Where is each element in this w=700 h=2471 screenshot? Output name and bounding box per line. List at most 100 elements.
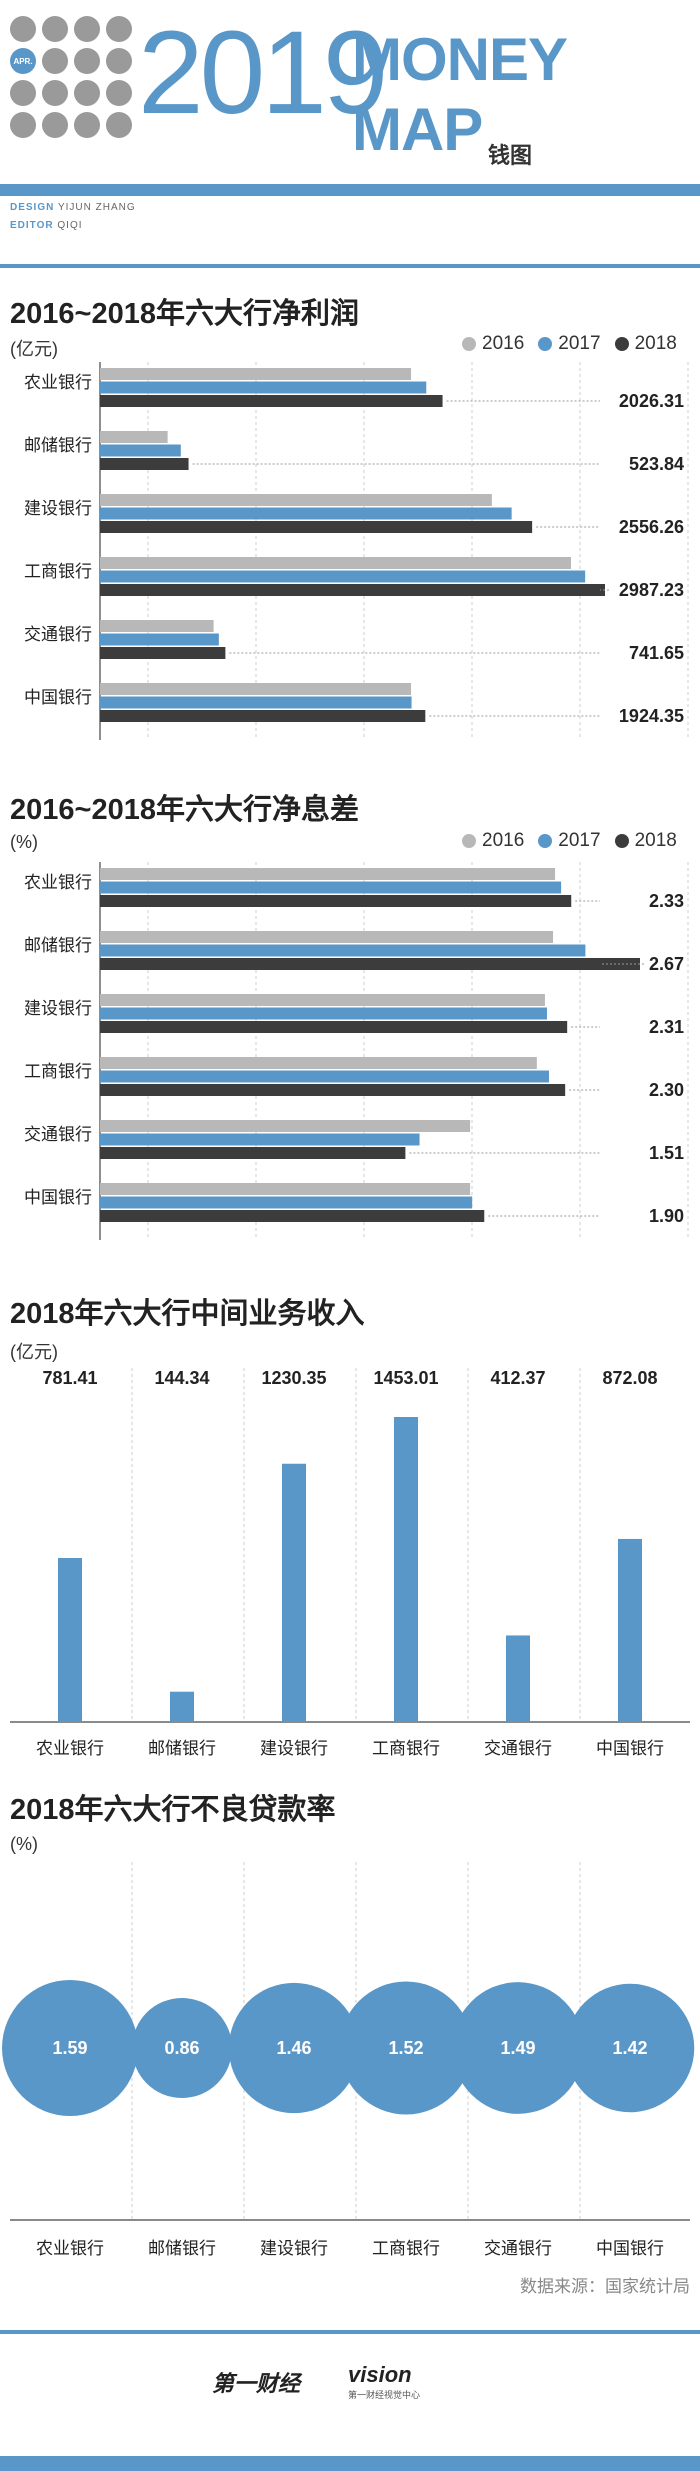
bubble: [228, 1982, 360, 2114]
chart3-title: 2018年六大行中间业务收入: [10, 1298, 365, 1330]
value-label: 0.86: [164, 2038, 199, 2058]
chart4-title: 2018年六大行不良贷款率: [10, 1794, 336, 1826]
bubble: [131, 1997, 233, 2099]
category-label: 工商银行: [24, 1062, 92, 1081]
chart3-unit: (亿元): [10, 1342, 58, 1362]
chart2-plot: 农业银行 2.33 邮储银行 2.67 建设银行 2.31 工商银行 2.30 交通银行 1.51…: [24, 862, 689, 1240]
bar-2017: [100, 1007, 547, 1020]
header-band: [0, 184, 700, 196]
bar-2018: [100, 1147, 406, 1159]
value-label: 1.59: [52, 2038, 87, 2058]
bar-2018: [100, 895, 572, 907]
value-label: 1.90: [649, 1206, 684, 1226]
value-label: 412.37: [490, 1368, 545, 1388]
bar-2018: [100, 458, 189, 470]
value-label: 1.46: [276, 2038, 311, 2058]
bar-2017: [100, 1133, 420, 1146]
legend-dot-2016: [462, 834, 476, 848]
logo-vision: vision 第一财经视觉中心: [348, 2362, 421, 2400]
value-label: 1230.35: [261, 1368, 326, 1388]
bar-2016: [100, 431, 168, 443]
section-divider-1: [0, 264, 700, 268]
bar-2016: [100, 931, 554, 943]
bar: [282, 1463, 306, 1722]
legend-dot-2018: [614, 834, 629, 848]
bar-2018: [100, 584, 605, 596]
chart1-legend: 2016 2017 2018: [462, 333, 677, 355]
bar-2016: [100, 1120, 471, 1132]
category-label: 邮储银行: [148, 2239, 216, 2258]
apr-badge: APR.: [10, 48, 36, 74]
bar-2017: [100, 444, 181, 457]
legend-dot-2017: [538, 834, 553, 848]
category-label: 中国银行: [596, 1739, 664, 1758]
category-label: 交通银行: [484, 1739, 552, 1758]
bar-2018: [100, 958, 640, 970]
bar-2018: [100, 1021, 568, 1033]
bar-2017: [100, 696, 412, 709]
bar-2017: [100, 633, 219, 646]
bubble: [452, 1982, 584, 2114]
chart4-plot: 1.59 农业银行 0.86 邮储银行 1.46 建设银行 1.52 工商银行 1.49 交通银行…: [2, 1862, 695, 2258]
legend-dot-2017: [538, 337, 553, 351]
chart2-unit: (%): [10, 832, 38, 852]
bar-2016: [100, 1183, 471, 1195]
bar-2016: [100, 683, 412, 695]
value-label: 1.51: [649, 1143, 684, 1163]
bar-2017: [100, 1070, 549, 1083]
category-label: 农业银行: [36, 2239, 104, 2258]
category-label: 中国银行: [596, 2239, 664, 2258]
value-label: 523.84: [629, 454, 684, 474]
chart1-title: 2016~2018年六大行净利润: [10, 298, 359, 330]
category-label: 交通银行: [24, 625, 92, 644]
category-label: 工商银行: [372, 2239, 440, 2258]
bar-2017: [100, 944, 586, 957]
value-label: 2.31: [649, 1017, 684, 1037]
footer-band: [0, 2456, 700, 2471]
value-label: 2026.31: [619, 391, 684, 411]
bar-2017: [100, 507, 512, 520]
chart1-unit: (亿元): [10, 339, 58, 359]
category-label: 工商银行: [24, 562, 92, 581]
bar-2016: [100, 620, 214, 632]
value-label: 1453.01: [373, 1368, 438, 1388]
logo-yicai: 第一财经: [212, 2371, 301, 2396]
category-label: 中国银行: [24, 1188, 92, 1207]
value-label: 2.33: [649, 891, 684, 911]
bar-2018: [100, 710, 426, 722]
value-label: 1.52: [388, 2038, 423, 2058]
chart2-legend: 2016 2017 2018: [462, 830, 677, 852]
chart1-plot: 农业银行 2026.31 邮储银行 523.84 建设银行 2556.26 工商银行 2987…: [24, 362, 689, 740]
bar-2018: [100, 647, 226, 659]
bubble: [2, 1980, 138, 2116]
bar-2018: [100, 1210, 485, 1222]
header: APR. 2019 MONEY MAP 钱图 DESIGN YIJUN ZHAN…: [0, 0, 700, 231]
bar-2016: [100, 868, 556, 880]
value-label: 1.42: [612, 2038, 647, 2058]
bar-2018: [100, 521, 533, 533]
value-label: 781.41: [42, 1368, 97, 1388]
value-label: 872.08: [602, 1368, 657, 1388]
bar-2018: [100, 395, 443, 407]
bar-2016: [100, 494, 492, 506]
year-title: 2019: [138, 7, 389, 139]
bar-2017: [100, 881, 562, 894]
category-label: 建设银行: [24, 499, 92, 518]
category-label: 工商银行: [372, 1739, 440, 1758]
bar-2017: [100, 570, 586, 583]
value-label: 2987.23: [619, 580, 684, 600]
brand-label: 钱图: [488, 143, 533, 168]
footer-divider: [0, 2330, 700, 2334]
bar-2018: [100, 1084, 566, 1096]
category-label: 建设银行: [260, 2239, 328, 2258]
category-label: 中国银行: [24, 688, 92, 707]
value-label: 2556.26: [619, 517, 684, 537]
bar: [170, 1691, 194, 1722]
bar-2016: [100, 994, 545, 1006]
value-label: 1.49: [500, 2038, 535, 2058]
bar-2017: [100, 381, 427, 394]
data-source: 数据来源：国家统计局: [520, 2277, 690, 2296]
map-word: MAP: [352, 96, 483, 163]
money-word: MONEY: [352, 26, 568, 93]
category-label: 建设银行: [260, 1739, 328, 1758]
